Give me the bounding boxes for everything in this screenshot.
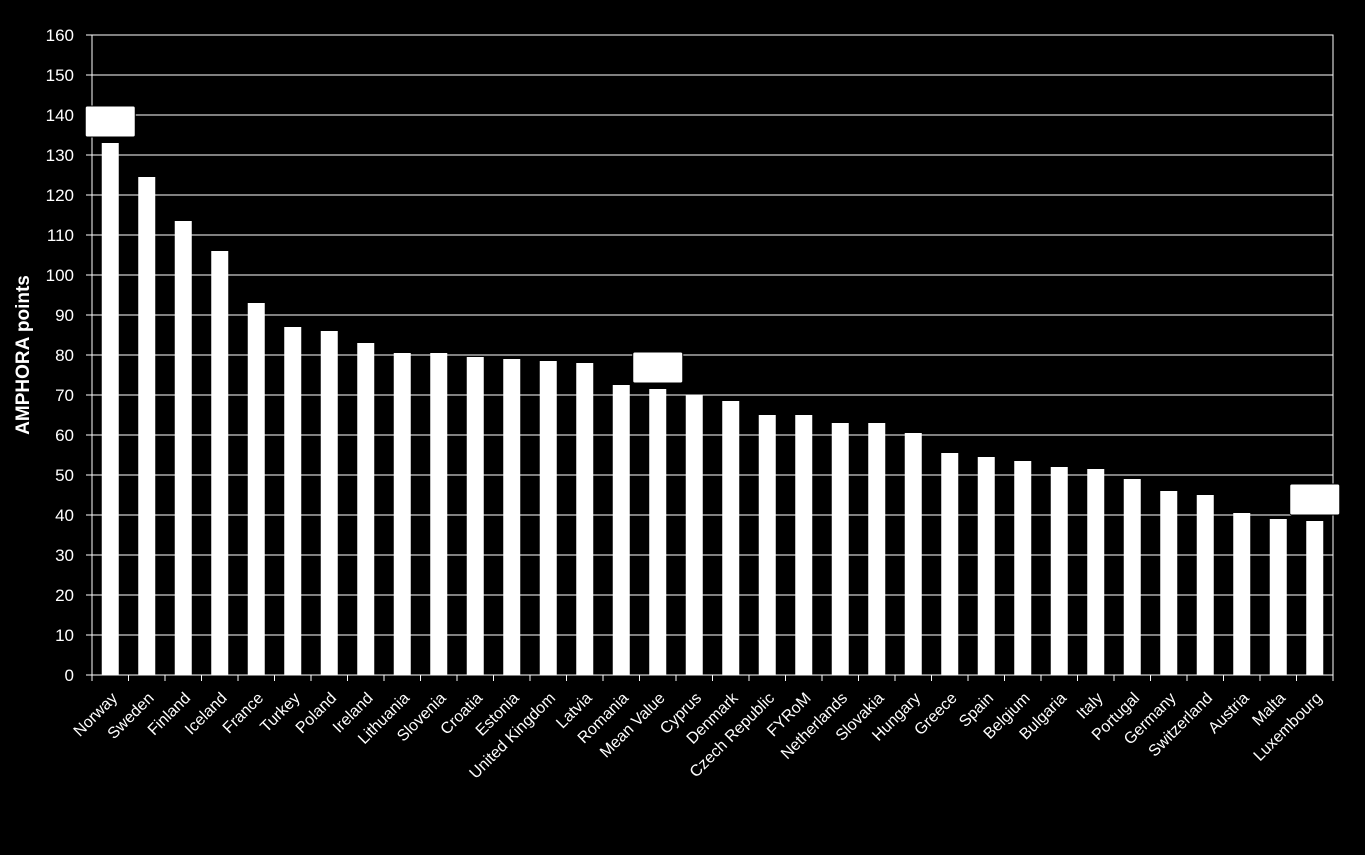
bar <box>138 177 156 675</box>
y-tick-label: 120 <box>46 186 74 205</box>
y-axis-tick-labels: 0 10 20 30 40 50 60 70 80 90 100 110 120 130 140 150 160 <box>46 26 74 685</box>
bar <box>247 303 265 675</box>
gridlines <box>86 34 1334 681</box>
y-tick-label: 100 <box>46 266 74 285</box>
bar <box>685 395 703 675</box>
y-tick-label: 90 <box>55 306 74 325</box>
y-tick-label: 40 <box>55 506 74 525</box>
bar <box>1233 513 1251 675</box>
bar <box>977 457 995 675</box>
bar <box>1160 491 1178 675</box>
x-axis-category-labels: NorwaySwedenFinlandIcelandFranceTurkeyPo… <box>71 689 1326 782</box>
bar <box>941 453 959 675</box>
bar <box>539 361 557 675</box>
bar <box>868 423 886 675</box>
y-tick-label: 10 <box>55 626 74 645</box>
x-tick-label: Iceland <box>182 690 231 739</box>
highlight-markers <box>84 105 1341 516</box>
y-tick-label: 20 <box>55 586 74 605</box>
x-tick-label: Italy <box>1074 690 1107 723</box>
y-tick-label: 60 <box>55 426 74 445</box>
bar <box>831 423 849 675</box>
highlight-marker <box>84 105 136 138</box>
y-tick-label: 50 <box>55 466 74 485</box>
y-tick-label: 130 <box>46 146 74 165</box>
bar <box>174 221 192 675</box>
bar <box>612 385 630 675</box>
bar <box>1014 461 1032 675</box>
bar <box>101 143 119 675</box>
bar <box>1087 469 1105 675</box>
bar <box>722 401 740 675</box>
x-tick-label: Poland <box>293 690 340 737</box>
y-tick-label: 140 <box>46 106 74 125</box>
bar <box>393 353 411 675</box>
bar <box>320 331 338 675</box>
bar <box>503 359 521 675</box>
x-tick-label: France <box>220 690 267 737</box>
y-tick-label: 110 <box>47 226 74 245</box>
bar <box>1306 521 1324 675</box>
bar <box>576 363 594 675</box>
bar <box>1050 467 1068 675</box>
x-tick-label: Austria <box>1205 690 1252 737</box>
y-tick-label: 0 <box>65 666 74 685</box>
bar <box>758 415 776 675</box>
y-axis-title: AMPHORA points <box>13 275 34 435</box>
bar <box>430 353 448 675</box>
highlight-marker <box>1289 483 1341 516</box>
bar <box>284 327 302 675</box>
bar <box>1269 519 1287 675</box>
y-tick-label: 30 <box>55 546 74 565</box>
bar <box>904 433 922 675</box>
y-tick-label: 150 <box>46 66 74 85</box>
bars <box>101 143 1324 675</box>
bar <box>211 251 229 675</box>
y-tick-label: 160 <box>46 26 74 45</box>
bar <box>357 343 375 675</box>
bar <box>1123 479 1141 675</box>
bar <box>795 415 813 675</box>
y-tick-label: 70 <box>55 386 74 405</box>
y-tick-label: 80 <box>55 346 74 365</box>
bar <box>1196 495 1214 675</box>
highlight-marker <box>632 351 684 384</box>
bar <box>649 389 667 675</box>
bar <box>466 357 484 675</box>
